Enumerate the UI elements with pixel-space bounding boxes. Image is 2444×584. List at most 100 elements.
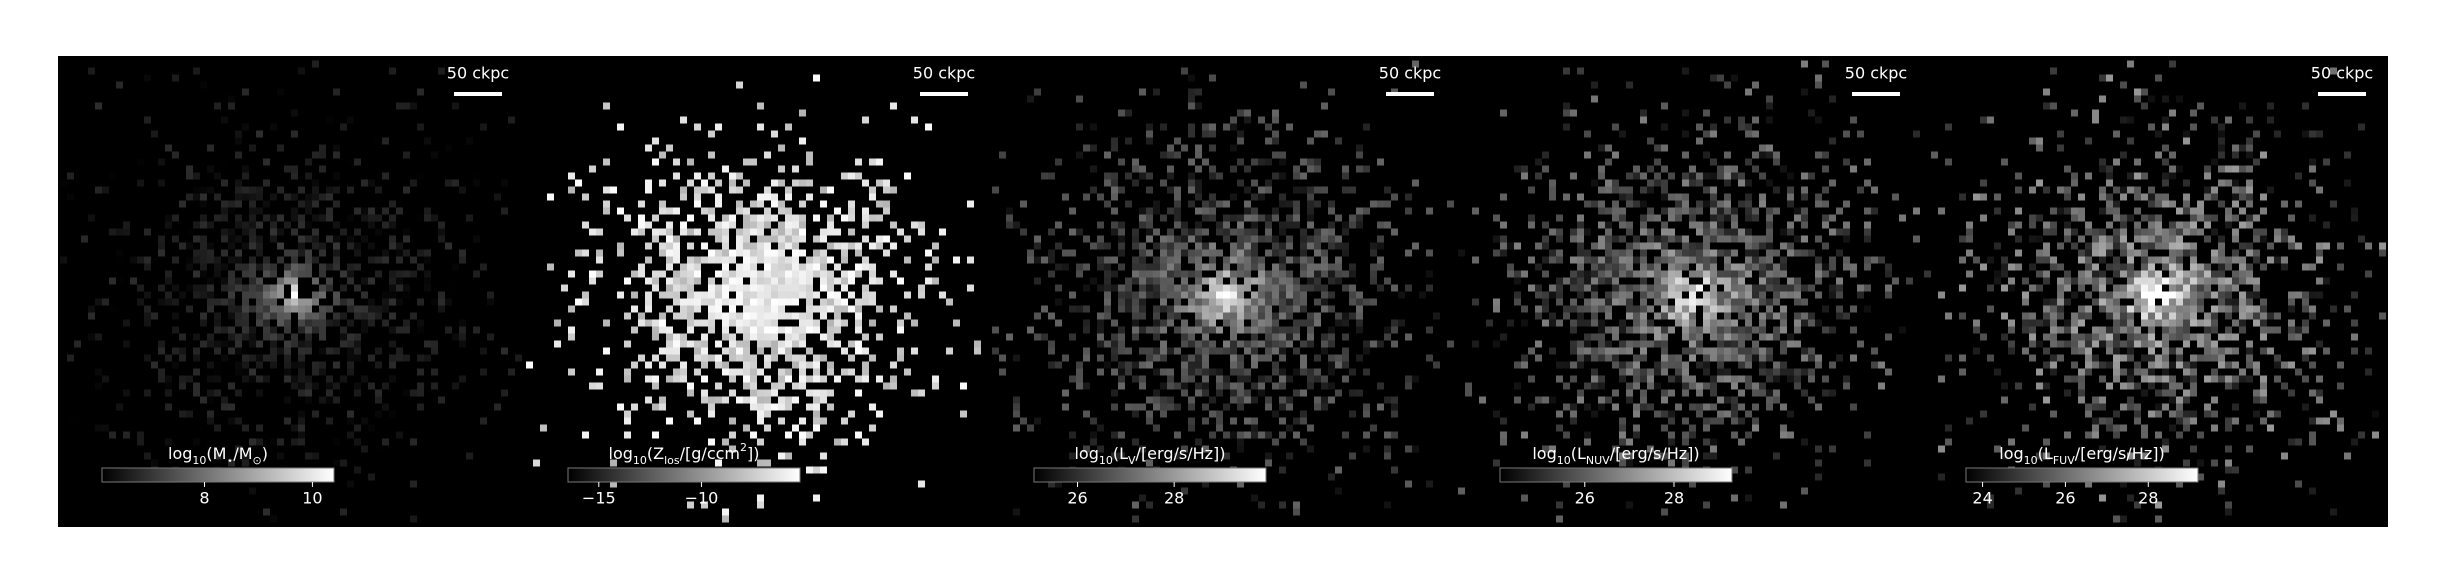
pixel [848,214,855,222]
pixel [2176,396,2183,404]
pixel [1321,396,1328,404]
pixel [1426,207,1433,215]
pixel [799,333,806,341]
label-part: /M [233,444,252,463]
pixel [2106,165,2113,173]
pixel [806,151,813,159]
pixel [1244,235,1251,243]
pixel [1766,396,1773,404]
pixel [1570,298,1577,306]
pixel [1731,291,1738,299]
pixel [2127,186,2134,194]
pixel [1048,172,1055,180]
pixel [1619,298,1626,306]
pixel [2120,116,2127,124]
pixel [953,256,960,264]
pixel [841,277,848,285]
pixel [284,165,291,173]
pixel [2078,193,2085,201]
pixel [1055,298,1062,306]
pixel [1230,354,1237,362]
pixel [1591,319,1598,327]
pixel [778,277,785,285]
pixel [673,235,680,243]
pixel [820,305,827,313]
pixel [1083,305,1090,313]
pixel [410,270,417,278]
pixel [1370,424,1377,432]
pixel [792,298,799,306]
pixel [214,214,221,222]
pixel [1167,186,1174,194]
pixel [743,235,750,243]
pixel [2099,193,2106,201]
pixel [109,305,116,313]
pixel [249,207,256,215]
pixel [2099,186,2106,194]
pixel [1822,375,1829,383]
pixel [1731,326,1738,334]
pixel [1230,165,1237,173]
pixel [743,291,750,299]
pixel [1279,298,1286,306]
pixel [1237,130,1244,138]
pixel [1759,284,1766,292]
pixel [1647,284,1654,292]
pixel [1661,291,1668,299]
pixel [897,347,904,355]
pixel [715,221,722,229]
pixel [799,382,806,390]
pixel [1759,277,1766,285]
pixel [1181,333,1188,341]
pixel [638,312,645,320]
pixel [1251,256,1258,264]
pixel [67,354,74,362]
pixel [200,340,207,348]
pixel [743,228,750,236]
pixel [1994,270,2001,278]
pixel [799,235,806,243]
pixel [757,417,764,425]
pixel [1202,361,1209,369]
pixel [729,270,736,278]
pixel [1759,333,1766,341]
pixel [403,319,410,327]
pixel [1377,221,1384,229]
pixel [1801,487,1808,495]
pixel [1738,291,1745,299]
pixel [778,347,785,355]
pixel [1090,277,1097,285]
pixel [2127,305,2134,313]
pixel [1237,340,1244,348]
pixel [2134,305,2141,313]
pixel [806,284,813,292]
pixel [1104,270,1111,278]
pixel [2176,207,2183,215]
pixel [1279,431,1286,439]
pixel [256,438,263,446]
pixel [2316,396,2323,404]
pixel [1619,326,1626,334]
pixel [820,298,827,306]
pixel [1111,221,1118,229]
pixel [743,214,750,222]
pixel [1724,249,1731,257]
pixel [1794,319,1801,327]
pixel [1160,368,1167,376]
pixel [1731,277,1738,285]
pixel [221,263,228,271]
pixel [2120,186,2127,194]
pixel [1493,410,1500,418]
pixel [319,361,326,369]
pixel [284,361,291,369]
pixel [375,312,382,320]
pixel [1682,242,1689,250]
pixel [312,235,319,243]
pixel [2092,263,2099,271]
pixel [1426,480,1433,488]
pixel [1801,88,1808,96]
pixel [694,347,701,355]
pixel [1724,228,1731,236]
pixel [249,305,256,313]
pixel [2316,340,2323,348]
